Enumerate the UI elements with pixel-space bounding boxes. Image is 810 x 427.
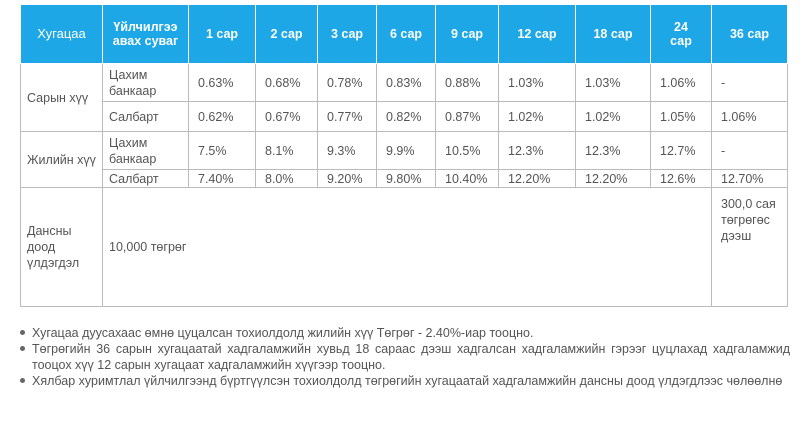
rate-cell: 1.03% bbox=[575, 63, 651, 102]
rate-cell: 0.87% bbox=[435, 101, 499, 132]
rate-cell: - bbox=[711, 63, 788, 102]
list-item: Төгрөгийн 36 сарын хугацаатай хадгаламжи… bbox=[20, 341, 790, 373]
header-3-month: 3 сар bbox=[317, 4, 377, 64]
header-9-month: 9 сар bbox=[435, 4, 499, 64]
section-label-monthly: Сарын хүү bbox=[20, 63, 103, 132]
rate-cell: 0.63% bbox=[188, 63, 256, 102]
header-row: Хугацаа Үйлчилгээ авах суваг 1 сар 2 сар… bbox=[20, 4, 788, 64]
rate-cell: 12.6% bbox=[650, 169, 712, 188]
rate-cell: 12.20% bbox=[575, 169, 651, 188]
rate-cell: 9.20% bbox=[317, 169, 377, 188]
rate-cell: 8.1% bbox=[255, 131, 318, 170]
rate-cell: 1.06% bbox=[650, 63, 712, 102]
channel-cell: Цахим банкаар bbox=[102, 63, 189, 102]
header-2-month: 2 сар bbox=[255, 4, 318, 64]
rate-cell: 0.62% bbox=[188, 101, 256, 132]
table-row: Дансны доод үлдэгдэл 10,000 төгрөг 300,0… bbox=[20, 187, 788, 307]
rate-cell: 9.3% bbox=[317, 131, 377, 170]
header-6-month: 6 сар bbox=[376, 4, 436, 64]
rate-cell: 12.3% bbox=[575, 131, 651, 170]
rate-cell: 0.77% bbox=[317, 101, 377, 132]
header-term: Хугацаа bbox=[20, 4, 103, 64]
rate-cell: 1.06% bbox=[711, 101, 788, 132]
section-label-annual: Жилийн хүү bbox=[20, 131, 103, 188]
header-12-month: 12 сар bbox=[498, 4, 576, 64]
rate-cell: 9.9% bbox=[376, 131, 436, 170]
min-balance-value-36: 300,0 сая төгрөгөс дээш bbox=[711, 187, 788, 307]
header-36-month: 36 сар bbox=[711, 4, 788, 64]
rate-cell: 0.83% bbox=[376, 63, 436, 102]
note-text: Хялбар хуримтлал үйлчилгээнд бүртгүүлсэн… bbox=[32, 374, 783, 388]
bullet-icon bbox=[20, 330, 25, 335]
rate-cell: 0.78% bbox=[317, 63, 377, 102]
notes-section: Хугацаа дуусахаас өмнө цуцалсан тохиолдо… bbox=[0, 325, 790, 389]
rate-cell: 7.40% bbox=[188, 169, 256, 188]
rate-cell: 10.5% bbox=[435, 131, 499, 170]
note-text: Төгрөгийн 36 сарын хугацаатай хадгаламжи… bbox=[32, 342, 790, 372]
rate-cell: 7.5% bbox=[188, 131, 256, 170]
list-item: Хугацаа дуусахаас өмнө цуцалсан тохиолдо… bbox=[20, 325, 790, 341]
rate-cell: 12.20% bbox=[498, 169, 576, 188]
notes-list: Хугацаа дуусахаас өмнө цуцалсан тохиолдо… bbox=[0, 325, 790, 389]
rate-cell: 12.3% bbox=[498, 131, 576, 170]
list-item: Хялбар хуримтлал үйлчилгээнд бүртгүүлсэн… bbox=[20, 373, 790, 389]
bullet-icon bbox=[20, 346, 25, 351]
min-balance-label: Дансны доод үлдэгдэл bbox=[20, 187, 103, 307]
header-18-month: 18 сар bbox=[575, 4, 651, 64]
table-row: Салбарт 0.62% 0.67% 0.77% 0.82% 0.87% 1.… bbox=[21, 101, 788, 132]
rate-cell: 1.05% bbox=[650, 101, 712, 132]
rate-cell: 1.02% bbox=[498, 101, 576, 132]
rate-cell: 1.03% bbox=[498, 63, 576, 102]
rate-cell: 10.40% bbox=[435, 169, 499, 188]
rate-cell: 1.02% bbox=[575, 101, 651, 132]
channel-cell: Салбарт bbox=[102, 101, 189, 132]
table-row: Сарын хүү Цахим банкаар 0.63% 0.68% 0.78… bbox=[20, 63, 788, 132]
min-balance-value: 10,000 төгрөг bbox=[102, 187, 712, 307]
bullet-icon bbox=[20, 378, 25, 383]
rate-cell: 12.70% bbox=[711, 169, 788, 188]
header-channel: Үйлчилгээ авах суваг bbox=[102, 4, 189, 64]
rate-cell: 0.82% bbox=[376, 101, 436, 132]
rate-cell: 0.68% bbox=[255, 63, 318, 102]
header-1-month: 1 сар bbox=[188, 4, 256, 64]
table-row: Жилийн хүү Цахим банкаар 7.5% 8.1% 9.3% … bbox=[20, 131, 788, 188]
rate-cell: - bbox=[711, 131, 788, 170]
deposit-rates-table: Хугацаа Үйлчилгээ авах суваг 1 сар 2 сар… bbox=[20, 4, 788, 307]
rates-table-wrapper: Хугацаа Үйлчилгээ авах суваг 1 сар 2 сар… bbox=[20, 4, 788, 307]
table-row: Салбарт 7.40% 8.0% 9.20% 9.80% 10.40% 12… bbox=[21, 169, 788, 188]
rate-cell: 12.7% bbox=[650, 131, 712, 170]
rate-cell: 0.67% bbox=[255, 101, 318, 132]
header-24-month: 24 сар bbox=[650, 4, 712, 64]
channel-cell: Цахим банкаар bbox=[102, 131, 189, 170]
channel-cell: Салбарт bbox=[102, 169, 189, 188]
rate-cell: 0.88% bbox=[435, 63, 499, 102]
rate-cell: 8.0% bbox=[255, 169, 318, 188]
note-text: Хугацаа дуусахаас өмнө цуцалсан тохиолдо… bbox=[32, 326, 534, 340]
rate-cell: 9.80% bbox=[376, 169, 436, 188]
